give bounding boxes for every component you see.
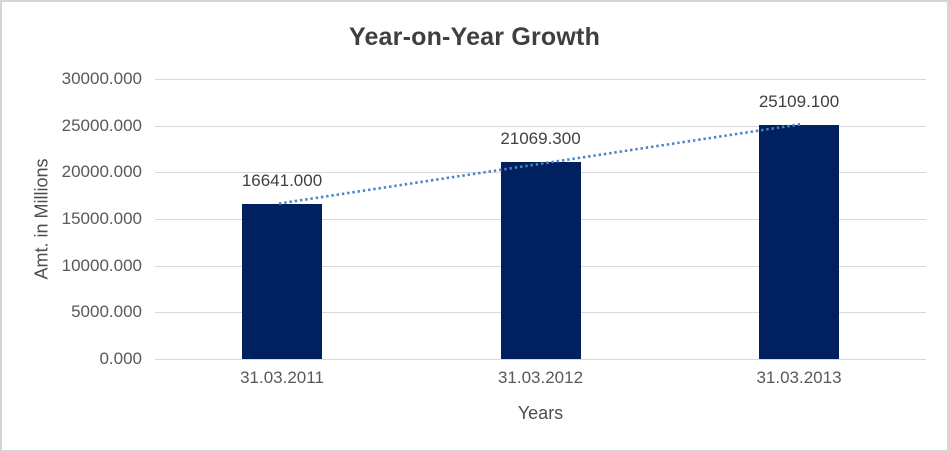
chart-title: Year-on-Year Growth xyxy=(348,23,601,51)
bar-31.03.2013 xyxy=(759,124,839,359)
bar-31.03.2011 xyxy=(242,203,322,359)
y-axis-tick-label: 0.000 xyxy=(99,349,142,368)
x-axis-tick-label: 31.03.2013 xyxy=(756,368,842,387)
x-axis-tick-label: 31.03.2011 xyxy=(240,368,324,387)
bar-data-label: 16641.000 xyxy=(241,170,323,190)
bar-data-label: 21069.300 xyxy=(500,129,581,149)
bar-data-label: 25109.100 xyxy=(758,91,840,111)
y-axis-tick-label: 30000.000 xyxy=(61,69,142,88)
y-gridline xyxy=(155,79,926,80)
x-axis-tick-label: 31.03.2012 xyxy=(497,368,584,387)
y-axis-tick-label: 5000.000 xyxy=(71,302,142,322)
y-axis-tick-label: 15000.000 xyxy=(61,209,142,228)
y-axis-tick-label: 20000.000 xyxy=(61,162,142,182)
x-axis-title: Years xyxy=(517,403,564,423)
y-axis-tick-label: 10000.000 xyxy=(61,255,142,275)
bar-31.03.2012 xyxy=(500,162,581,359)
y-gridline xyxy=(155,359,926,360)
y-axis-tick-label: 25000.000 xyxy=(61,115,142,135)
